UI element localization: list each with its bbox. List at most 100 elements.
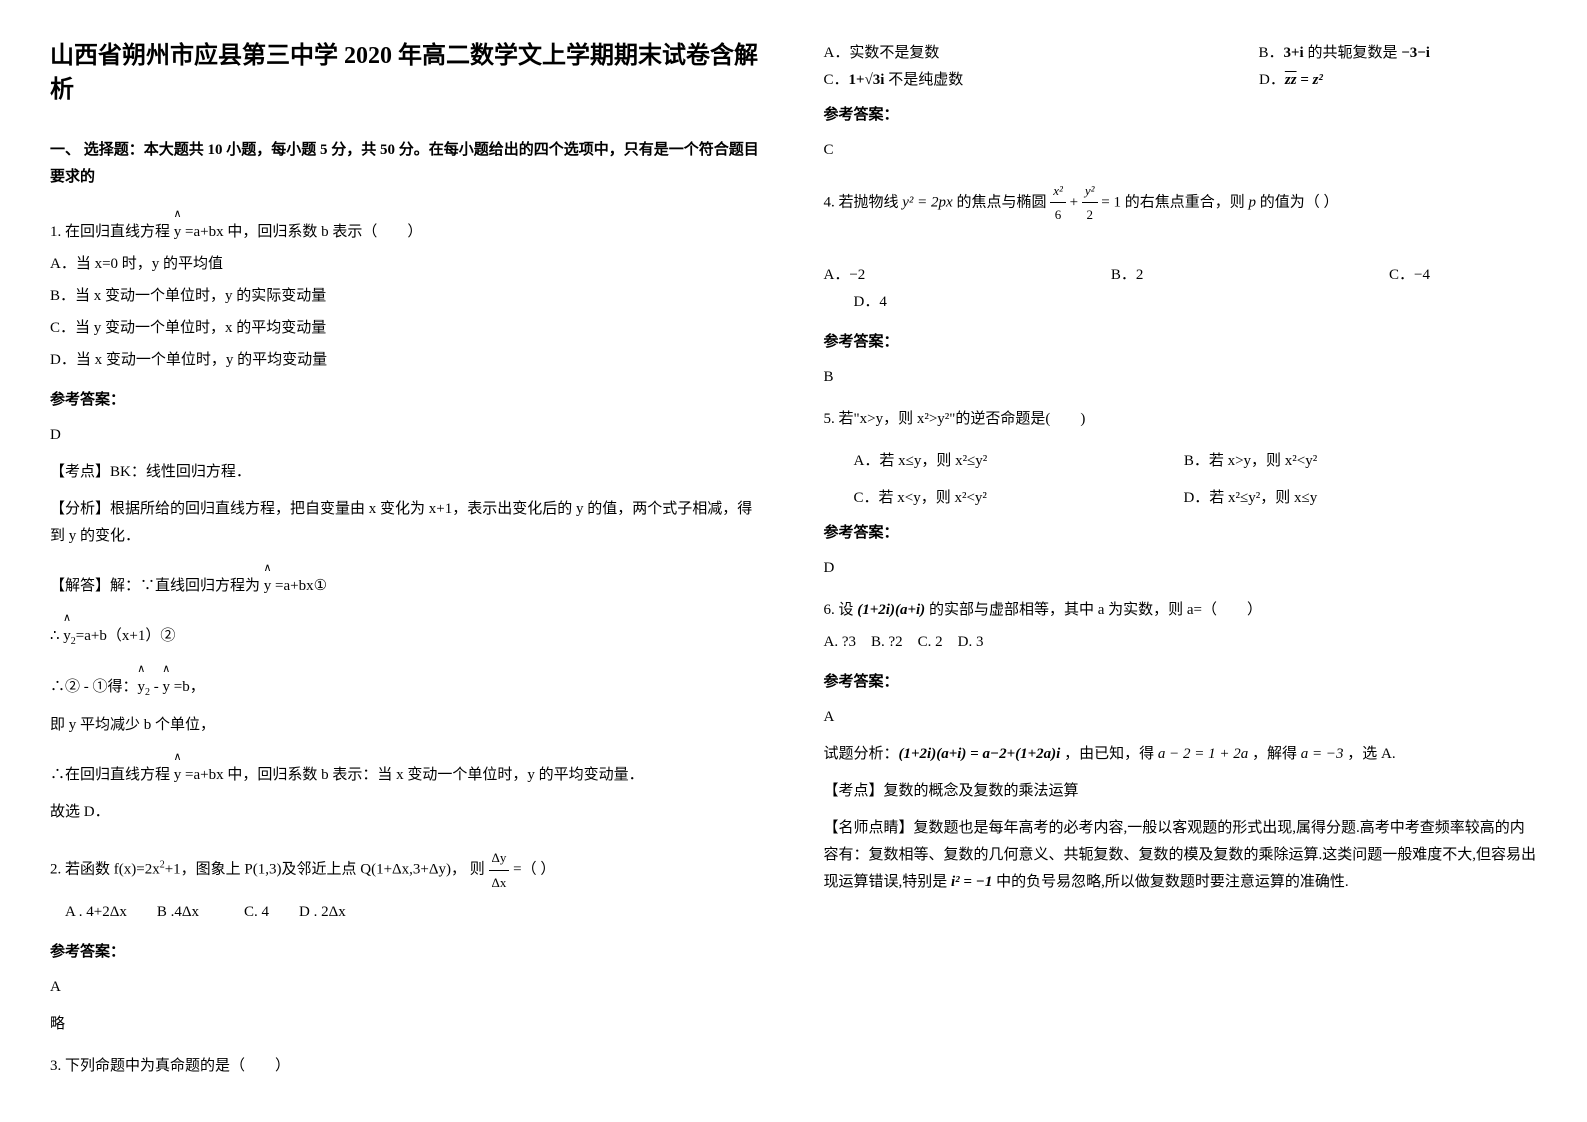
q1-stem: 1. 在回归直线方程 y =a+bx 中，回归系数 b 表示（ ）	[50, 219, 764, 246]
y-hat: y	[138, 674, 146, 701]
q6-note: 【名师点睛】复数题也是每年高考的必考内容,一般以客观题的形式出现,属得分题.高考…	[824, 815, 1538, 896]
q2-note: 略	[50, 1011, 764, 1038]
q6-answer: A	[824, 704, 1538, 731]
y-hat: y	[174, 762, 182, 789]
q6-an-d: a − 2 = 1 + 2a	[1158, 746, 1248, 762]
q1-jd2: ∴ y2=a+b（x+1）②	[50, 623, 764, 651]
q3-row2: C．1+√3i 不是纯虚数 D．zz = z²	[824, 67, 1323, 94]
den: Δx	[489, 871, 510, 894]
q2-opts: A . 4+2Δx B .4Δx C. 4 D . 2Δx	[50, 899, 764, 926]
q1-optD: D．当 x 变动一个单位时，y 的平均变动量	[50, 347, 764, 374]
den: 6	[1050, 203, 1066, 226]
q5-stem: 5. 若"x>y，则 x²>y²"的逆否命题是( )	[824, 406, 1538, 433]
q4-d: 的右焦点重合，则	[1121, 194, 1249, 210]
q1-jd4: 即 y 平均减少 b 个单位，	[50, 712, 764, 739]
q6-an-e: ，解得	[1248, 746, 1301, 762]
q3-optC: C．1+√3i 不是纯虚数	[824, 67, 964, 94]
q6-c: 的实部与虚部相等，其中 a 为实数，则 a=（ ）	[925, 602, 1262, 618]
q2-answer: A	[50, 974, 764, 1001]
q3-answer: C	[824, 137, 1538, 164]
q5-answer: D	[824, 555, 1538, 582]
q6-an-c: ，由已知，得	[1060, 746, 1158, 762]
q1-jd1b: =a+bx①	[271, 578, 327, 594]
num: Δy	[489, 846, 510, 870]
q4-optA: A．−2	[824, 262, 866, 289]
q1-answer: D	[50, 422, 764, 449]
q3-optC-c: 不是纯虚数	[884, 72, 963, 88]
q1-jd3c: =b，	[170, 679, 205, 695]
q3-row1: A．实数不是复数 B．3+i 的共轭复数是 −3−i	[824, 40, 1430, 67]
left-column: 山西省朔州市应县第三中学 2020 年高二数学文上学期期末试卷含解析 一、 选择…	[50, 40, 764, 1082]
q4-optC: C．−4	[1389, 262, 1430, 289]
q1-optA: A．当 x=0 时，y 的平均值	[50, 251, 764, 278]
document-title: 山西省朔州市应县第三中学 2020 年高二数学文上学期期末试卷含解析	[50, 40, 764, 107]
num: y²	[1082, 179, 1098, 203]
q6-opts: A. ?3 B. ?2 C. 2 D. 3	[824, 629, 1538, 656]
q4-e: p	[1249, 194, 1257, 210]
den: 2	[1082, 203, 1098, 226]
q1-stem-mid: =a+bx 中，回归系数 b 表示（ ）	[181, 224, 422, 240]
q4-optB: B．2	[1111, 262, 1144, 289]
q6-stem: 6. 设 (1+2i)(a+i) 的实部与虚部相等，其中 a 为实数，则 a=（…	[824, 597, 1538, 624]
q2-stem-c: =（ ）	[509, 862, 555, 878]
right-column: A．实数不是复数 B．3+i 的共轭复数是 −3−i C．1+√3i 不是纯虚数…	[824, 40, 1538, 1082]
q1-jd5b: =a+bx 中，回归系数 b 表示：当 x 变动一个单位时，y 的平均变动量．	[181, 767, 643, 783]
q4-b: y² = 2px	[902, 194, 952, 210]
q4-f: 的值为（ ）	[1256, 194, 1339, 210]
q6-analysis: 试题分析：(1+2i)(a+i) = a−2+(1+2a)i ，由已知，得 a …	[824, 741, 1538, 768]
q1-stem-prefix: 1. 在回归直线方程	[50, 224, 174, 240]
y-hat: y	[264, 573, 272, 600]
q1-jd5a: ∴在回归直线方程	[50, 767, 174, 783]
q3-answer-label: 参考答案：	[824, 102, 1538, 129]
q3-optA: A．实数不是复数	[824, 40, 940, 67]
q1-jd3: ∴② - ①得：y2 - y =b，	[50, 674, 764, 702]
q5-optC: C．若 x<y，则 x²<y²	[854, 485, 987, 512]
section-heading: 一、 选择题：本大题共 10 小题，每小题 5 分，共 50 分。在每小题给出的…	[50, 137, 764, 191]
q6-an-a: 试题分析：	[824, 746, 899, 762]
q4-a: 4. 若抛物线	[824, 194, 903, 210]
q1-fx: 【分析】根据所给的回归直线方程，把自变量由 x 变化为 x+1，表示出变化后的 …	[50, 496, 764, 550]
frac-y: y²2	[1082, 179, 1098, 227]
q5-row2: C．若 x<y，则 x²<y² D．若 x²≤y²，则 x≤y	[854, 485, 1318, 512]
q3-optB-a: B．	[1258, 45, 1283, 61]
q2-stem-b: +1，图象上 P(1,3)及邻近上点 Q(1+Δx,3+Δy)， 则	[165, 862, 489, 878]
q6-note-c: 中的负号易忽略,所以做复数题时要注意运算的准确性.	[992, 874, 1348, 890]
q6-an-b: (1+2i)(a+i) = a−2+(1+2a)i	[899, 746, 1061, 762]
q1-answer-label: 参考答案：	[50, 387, 764, 414]
q3-optB-c: 的共轭复数是	[1304, 45, 1402, 61]
q6-kp: 【考点】复数的概念及复数的乘法运算	[824, 778, 1538, 805]
y-hat-sub: y	[63, 623, 71, 650]
q1-jd2a: ∴	[50, 628, 63, 644]
q6-an-f: a = −3	[1301, 746, 1344, 762]
q3-stem: 3. 下列命题中为真命题的是（ ）	[50, 1053, 764, 1080]
q6-b: (1+2i)(a+i)	[857, 602, 925, 618]
q3-optD-a: D．	[1259, 72, 1285, 88]
q5-answer-label: 参考答案：	[824, 520, 1538, 547]
q5-row1: A．若 x≤y，则 x²≤y² B．若 x>y，则 x²<y²	[854, 448, 1318, 475]
q1-jd3b: -	[150, 679, 163, 695]
q4-optD: D．4	[854, 289, 1538, 316]
q5-optA: A．若 x≤y，则 x²≤y²	[854, 448, 988, 475]
q4-row1: A．−2 B．2 C．−4	[824, 262, 1430, 289]
q2-answer-label: 参考答案：	[50, 939, 764, 966]
q3-optC-b: 1+√3i	[849, 72, 885, 88]
q6-answer-label: 参考答案：	[824, 669, 1538, 696]
q1-optB: B．当 x 变动一个单位时，y 的实际变动量	[50, 283, 764, 310]
q4-c: 的焦点与椭圆	[953, 194, 1051, 210]
q4-stem: 4. 若抛物线 y² = 2px 的焦点与椭圆 x²6 + y²2 = 1 的右…	[824, 179, 1538, 227]
q1-jd5: ∴在回归直线方程 y =a+bx 中，回归系数 b 表示：当 x 变动一个单位时…	[50, 762, 764, 789]
y-hat: y	[163, 674, 171, 701]
q1-jd3a: ∴② - ①得：	[50, 679, 138, 695]
q6-a: 6. 设	[824, 602, 858, 618]
q5-optD: D．若 x²≤y²，则 x≤y	[1183, 485, 1317, 512]
zz-bar: zz	[1285, 72, 1297, 88]
q5-optB: B．若 x>y，则 x²<y²	[1184, 448, 1317, 475]
q3-optB-b: 3+i	[1283, 45, 1303, 61]
q3-optB: B．3+i 的共轭复数是 −3−i	[1258, 40, 1430, 67]
q2-stem: 2. 若函数 f(x)=2x2+1，图象上 P(1,3)及邻近上点 Q(1+Δx…	[50, 846, 764, 894]
frac-dy-dx: ΔyΔx	[489, 846, 510, 894]
q2-stem-a: 2. 若函数 f(x)=2x	[50, 862, 160, 878]
q4-answer-label: 参考答案：	[824, 329, 1538, 356]
num: x²	[1050, 179, 1066, 203]
q4-answer: B	[824, 364, 1538, 391]
